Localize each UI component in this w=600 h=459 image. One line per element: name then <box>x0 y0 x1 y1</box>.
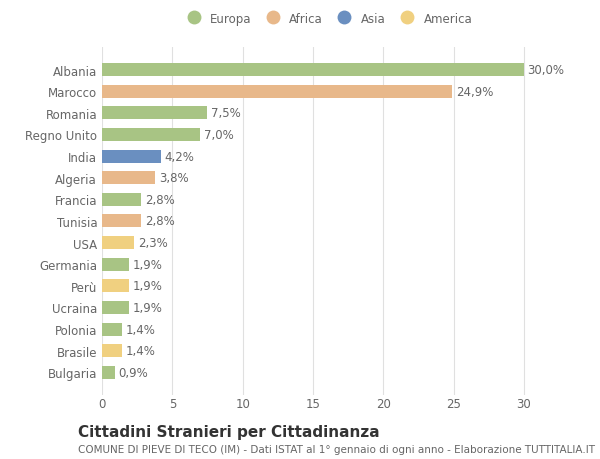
Bar <box>102 64 524 77</box>
Text: 2,8%: 2,8% <box>145 193 175 207</box>
Text: 2,3%: 2,3% <box>138 236 167 250</box>
Bar <box>102 323 122 336</box>
Text: 7,0%: 7,0% <box>204 129 234 142</box>
Bar <box>102 107 208 120</box>
Legend: Europa, Africa, Asia, America: Europa, Africa, Asia, America <box>182 12 472 25</box>
Bar <box>102 150 161 163</box>
Text: 7,5%: 7,5% <box>211 107 241 120</box>
Text: 30,0%: 30,0% <box>527 64 565 77</box>
Bar <box>102 344 122 358</box>
Bar <box>102 215 142 228</box>
Text: 1,9%: 1,9% <box>132 301 162 314</box>
Text: 1,4%: 1,4% <box>125 344 155 358</box>
Text: Cittadini Stranieri per Cittadinanza: Cittadini Stranieri per Cittadinanza <box>78 425 380 440</box>
Bar <box>102 172 155 185</box>
Text: 0,9%: 0,9% <box>118 366 148 379</box>
Bar <box>102 366 115 379</box>
Text: 1,4%: 1,4% <box>125 323 155 336</box>
Text: 1,9%: 1,9% <box>132 258 162 271</box>
Text: 2,8%: 2,8% <box>145 215 175 228</box>
Bar <box>102 129 200 142</box>
Bar <box>102 258 129 271</box>
Bar <box>102 301 129 314</box>
Text: 4,2%: 4,2% <box>164 150 194 163</box>
Text: 3,8%: 3,8% <box>159 172 188 185</box>
Bar <box>102 236 134 250</box>
Text: COMUNE DI PIEVE DI TECO (IM) - Dati ISTAT al 1° gennaio di ogni anno - Elaborazi: COMUNE DI PIEVE DI TECO (IM) - Dati ISTA… <box>78 444 595 454</box>
Text: 24,9%: 24,9% <box>455 85 493 99</box>
Bar <box>102 85 452 99</box>
Text: 1,9%: 1,9% <box>132 280 162 293</box>
Bar <box>102 193 142 207</box>
Bar <box>102 280 129 293</box>
